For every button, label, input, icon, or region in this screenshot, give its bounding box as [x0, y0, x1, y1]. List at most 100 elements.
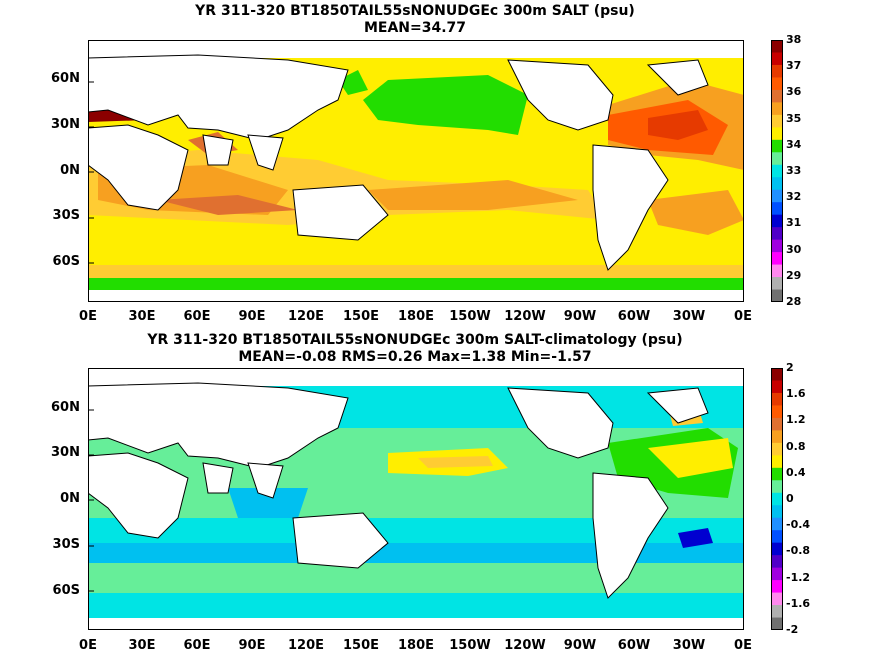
- lon-label-0e: 0E: [79, 638, 97, 653]
- lat-label-0n: 0N: [60, 491, 80, 506]
- north-america-land: [507, 59, 614, 131]
- colorbar-tick-label: -0.4: [786, 518, 811, 532]
- lon-label-60w: 60W: [617, 309, 651, 324]
- subtropical-band: [88, 518, 744, 543]
- colorbar-swatch: [771, 392, 783, 406]
- colorbar-swatch: [771, 277, 783, 291]
- colorbar-swatch: [771, 605, 783, 619]
- colorbar-swatch: [771, 202, 783, 216]
- colorbar-swatch: [771, 567, 783, 581]
- colorbar-tick-label: 37: [786, 59, 802, 73]
- australia-land: [292, 512, 389, 569]
- colorbar-tick-label: 32: [786, 190, 802, 204]
- colorbar-swatch: [771, 542, 783, 556]
- colorbar-swatch: [771, 114, 783, 128]
- colorbar-tick-label: 31: [786, 216, 802, 230]
- lon-label-90e: 90E: [238, 309, 266, 324]
- arabia-land: [202, 134, 234, 166]
- colorbar-tick-label: 28: [786, 295, 802, 308]
- colorbar-swatch: [771, 455, 783, 469]
- lon-label-0e-end: 0E: [734, 309, 752, 324]
- colorbar-swatch: [771, 64, 783, 78]
- south-america-land: [592, 144, 669, 271]
- colorbar-tick-label: 30: [786, 242, 802, 256]
- colorbar-swatch: [771, 40, 783, 53]
- arctic-land: [88, 40, 744, 58]
- colorbar-swatch: [771, 617, 783, 630]
- colorbar-swatch: [771, 405, 783, 419]
- india-land: [247, 462, 284, 499]
- colorbar-tick-label: 0.8: [786, 439, 806, 453]
- arabia-land: [202, 462, 234, 494]
- colorbar-swatch: [771, 289, 783, 302]
- antarctica-land: [88, 618, 744, 630]
- colorbar-swatch: [771, 368, 783, 381]
- colorbar-tick-label: -0.8: [786, 544, 811, 558]
- colorbar-swatch: [771, 177, 783, 191]
- colorbar-swatch: [771, 442, 783, 456]
- colorbar-swatch: [771, 517, 783, 531]
- lon-label-150e: 150E: [342, 638, 380, 653]
- lon-label-90e: 90E: [238, 638, 266, 653]
- colorbar-swatch: [771, 127, 783, 141]
- colorbar-tick-label: 0.4: [786, 465, 806, 479]
- colorbar-swatch: [771, 380, 783, 394]
- africa-land: [88, 124, 189, 211]
- lon-label-120w: 120W: [504, 309, 546, 324]
- lon-label-150w: 150W: [449, 638, 491, 653]
- colorbar-swatch: [771, 505, 783, 519]
- colorbar-swatch: [771, 252, 783, 266]
- lon-label-120e: 120E: [287, 638, 325, 653]
- south-pacific-high: [368, 180, 578, 210]
- north-pacific-fresh: [363, 75, 528, 135]
- map-frame: [88, 40, 744, 302]
- colorbar-swatch: [771, 430, 783, 444]
- colorbar-swatch: [771, 52, 783, 66]
- india-land: [247, 134, 284, 171]
- lon-label-30w: 30W: [672, 638, 706, 653]
- colorbar-swatch: [771, 580, 783, 594]
- colorbar-tick-label: 0: [786, 492, 794, 505]
- lon-label-120e: 120E: [287, 309, 325, 324]
- lon-label-120w: 120W: [504, 638, 546, 653]
- colorbar-swatch: [771, 227, 783, 241]
- salinity-map: [88, 40, 744, 302]
- colorbar-tick-label: 29: [786, 268, 802, 282]
- lon-label-180e: 180E: [397, 309, 435, 324]
- map-frame: [88, 368, 744, 630]
- lon-label-0e: 0E: [79, 309, 97, 324]
- colorbar-tick-label: -2: [786, 623, 799, 636]
- lat-label-60n: 60N: [51, 400, 80, 415]
- lon-label-30e: 30E: [128, 309, 156, 324]
- eurasia-land: [88, 54, 349, 141]
- colorbar-frame: [771, 40, 783, 302]
- salinity-anomaly-map: [88, 368, 744, 630]
- panel1-title: YR 311-320 BT1850TAIL55sNONUDGEc 300m SA…: [195, 3, 635, 19]
- australia-land: [292, 184, 389, 241]
- lat-label-30n: 30N: [51, 117, 80, 132]
- africa-land: [88, 452, 189, 539]
- colorbar-tick-label: -1.6: [786, 596, 811, 610]
- lon-label-60e: 60E: [183, 638, 211, 653]
- panel2-title: YR 311-320 BT1850TAIL55sNONUDGEc 300m SA…: [147, 332, 683, 348]
- greenland-land: [646, 387, 709, 424]
- north-atlantic-high: [648, 438, 733, 478]
- colorbar-swatch: [771, 530, 783, 544]
- lat-label-60s: 60S: [52, 254, 80, 269]
- colorbar-tick-label: 2: [786, 361, 794, 374]
- lon-label-30w: 30W: [672, 309, 706, 324]
- lat-label-30s: 30S: [52, 208, 80, 223]
- colorbar-swatch: [771, 214, 783, 228]
- colorbar-tick-label: 36: [786, 85, 802, 99]
- colorbar-swatch: [771, 139, 783, 153]
- colorbar-tick-label: 38: [786, 33, 802, 46]
- colorbar-swatch: [771, 480, 783, 494]
- atlantic-core: [648, 110, 708, 140]
- colorbar-tick-label: 35: [786, 111, 802, 125]
- lon-label-180e: 180E: [397, 638, 435, 653]
- lon-label-60w: 60W: [617, 638, 651, 653]
- south-atlantic-high: [648, 190, 744, 235]
- colorbar-frame: [771, 368, 783, 630]
- colorbar: [771, 368, 783, 630]
- lon-label-150e: 150E: [342, 309, 380, 324]
